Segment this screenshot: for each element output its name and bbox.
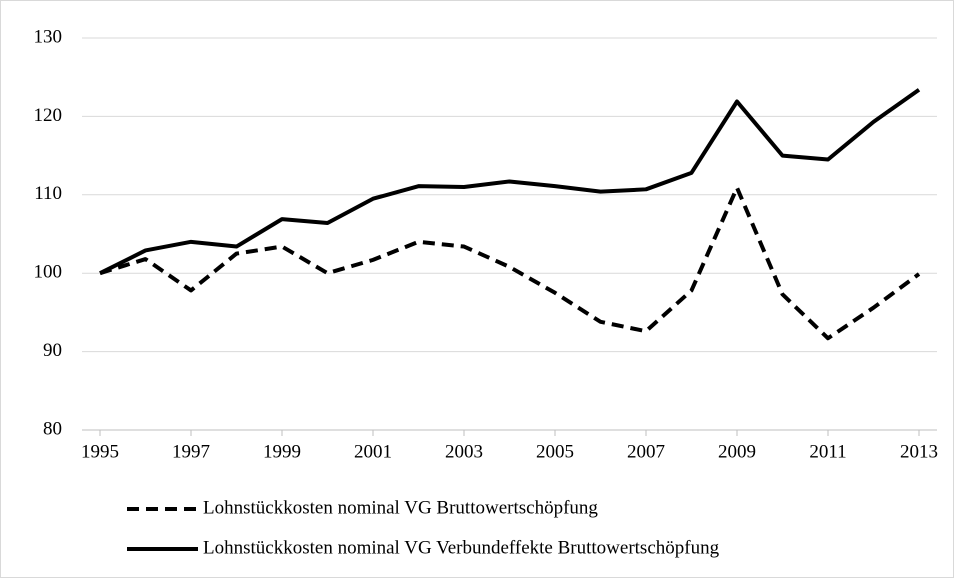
y-tick-label: 120 [34,105,63,126]
y-tick-label: 130 [34,26,63,47]
x-tick-label: 1997 [172,441,210,462]
x-tick-label: 2003 [445,441,483,462]
x-tick-label: 1999 [263,441,301,462]
y-tick-label: 100 [34,262,63,283]
x-tick-label: 2001 [354,441,392,462]
series-line [99,88,921,275]
x-tick-label: 2013 [900,441,938,462]
series-line [99,185,921,341]
x-tick-label: 2005 [536,441,574,462]
x-tick-label: 2011 [809,441,846,462]
legend-label: Lohnstückkosten nominal VG Verbundeffekt… [203,537,720,558]
x-tick-label: 1995 [81,441,119,462]
y-tick-label: 80 [43,418,62,439]
y-tick-label: 90 [43,340,62,361]
x-tick-label: 2007 [627,441,665,462]
legend-label: Lohnstückkosten nominal VG Bruttowertsch… [203,497,598,518]
y-tick-label: 110 [34,183,62,204]
x-tick-label: 2009 [718,441,756,462]
